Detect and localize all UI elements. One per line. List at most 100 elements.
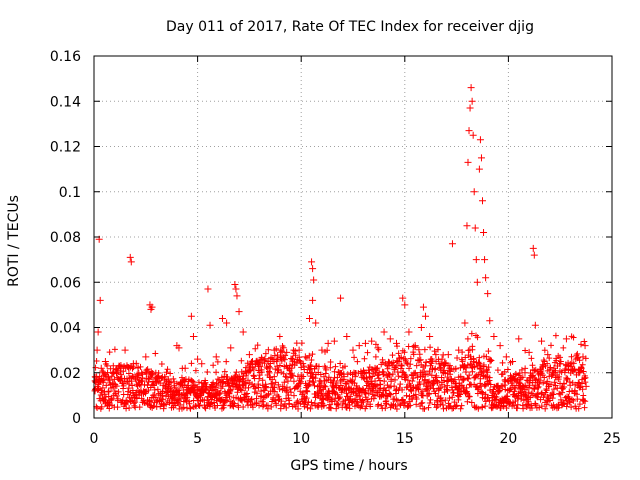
- dense-point: [160, 405, 167, 412]
- dense-point: [388, 376, 395, 383]
- dense-point: [576, 401, 583, 408]
- dense-point: [277, 405, 284, 412]
- dense-point: [504, 366, 511, 373]
- dense-point: [562, 397, 569, 404]
- dense-point: [157, 380, 164, 387]
- dense-point: [416, 357, 423, 364]
- dense-point: [573, 371, 580, 378]
- dense-point: [434, 346, 441, 353]
- dense-point: [323, 366, 330, 373]
- dense-point: [566, 388, 573, 395]
- dense-point: [386, 390, 393, 397]
- dense-point: [582, 355, 589, 362]
- dense-point: [221, 368, 228, 375]
- dense-point: [139, 377, 146, 384]
- dense-point: [259, 398, 266, 405]
- dense-point: [170, 375, 177, 382]
- dense-point: [278, 398, 285, 405]
- dense-point: [403, 373, 410, 380]
- dense-point: [113, 392, 120, 399]
- dense-point: [167, 370, 174, 377]
- dense-point: [375, 346, 382, 353]
- dense-point: [158, 361, 165, 368]
- dense-point: [383, 387, 390, 394]
- dense-point: [500, 403, 507, 410]
- dense-point: [392, 390, 399, 397]
- dense-point: [509, 399, 516, 406]
- dense-point: [276, 362, 283, 369]
- dense-point: [541, 392, 548, 399]
- data-point: [239, 328, 247, 336]
- dense-point: [580, 392, 587, 399]
- dense-point: [493, 393, 500, 400]
- data-point: [466, 104, 474, 112]
- data-point: [349, 346, 357, 354]
- dense-point: [365, 380, 372, 387]
- dense-point: [280, 344, 287, 351]
- data-point: [432, 351, 440, 359]
- dense-point: [129, 387, 136, 394]
- dense-point: [306, 366, 313, 373]
- data-point: [525, 348, 533, 356]
- dense-point: [322, 383, 329, 390]
- dense-point: [365, 390, 372, 397]
- data-point: [448, 240, 456, 248]
- dense-point: [276, 333, 283, 340]
- y-axis-label: ROTI / TECUs: [6, 195, 22, 287]
- dense-point: [431, 348, 438, 355]
- dense-point: [275, 381, 282, 388]
- dense-point: [560, 380, 567, 387]
- dense-point: [364, 349, 371, 356]
- dense-point: [416, 379, 423, 386]
- dense-point: [370, 395, 377, 402]
- dense-point: [421, 368, 428, 375]
- data-point: [301, 353, 309, 361]
- dense-point: [401, 349, 408, 356]
- dense-point: [533, 376, 540, 383]
- dense-point: [340, 376, 347, 383]
- dense-point: [540, 357, 547, 364]
- dense-point: [105, 375, 112, 382]
- data-point: [405, 328, 413, 336]
- dense-point: [561, 400, 568, 407]
- dense-point: [133, 360, 140, 367]
- dense-point: [576, 357, 583, 364]
- dense-point: [315, 402, 322, 409]
- data-point: [472, 256, 480, 264]
- dense-point: [422, 376, 429, 383]
- dense-point: [114, 404, 121, 411]
- dense-point: [349, 388, 356, 395]
- dense-point: [296, 354, 303, 361]
- dense-point: [435, 356, 442, 363]
- dense-point: [396, 401, 403, 408]
- dense-point: [262, 350, 269, 357]
- dense-point: [276, 385, 283, 392]
- dense-point: [395, 373, 402, 380]
- dense-point: [238, 357, 245, 364]
- dense-point: [416, 351, 423, 358]
- dense-point: [383, 401, 390, 408]
- dense-point: [541, 347, 548, 354]
- dense-point: [468, 330, 475, 337]
- dense-point: [398, 397, 405, 404]
- dense-point: [136, 404, 143, 411]
- dense-point: [327, 364, 334, 371]
- dense-point: [478, 369, 485, 376]
- dense-point: [305, 399, 312, 406]
- dense-point: [304, 388, 311, 395]
- dense-point: [581, 375, 588, 382]
- dense-point: [415, 346, 422, 353]
- dense-point: [289, 372, 296, 379]
- dense-point: [298, 340, 305, 347]
- dense-point: [234, 389, 241, 396]
- dense-point: [158, 375, 165, 382]
- dense-point: [564, 375, 571, 382]
- dense-point: [274, 363, 281, 370]
- dense-point: [124, 388, 131, 395]
- data-point: [401, 301, 409, 309]
- dense-point: [320, 402, 327, 409]
- dense-point: [445, 377, 452, 384]
- dense-point: [581, 404, 588, 411]
- dense-point: [444, 382, 451, 389]
